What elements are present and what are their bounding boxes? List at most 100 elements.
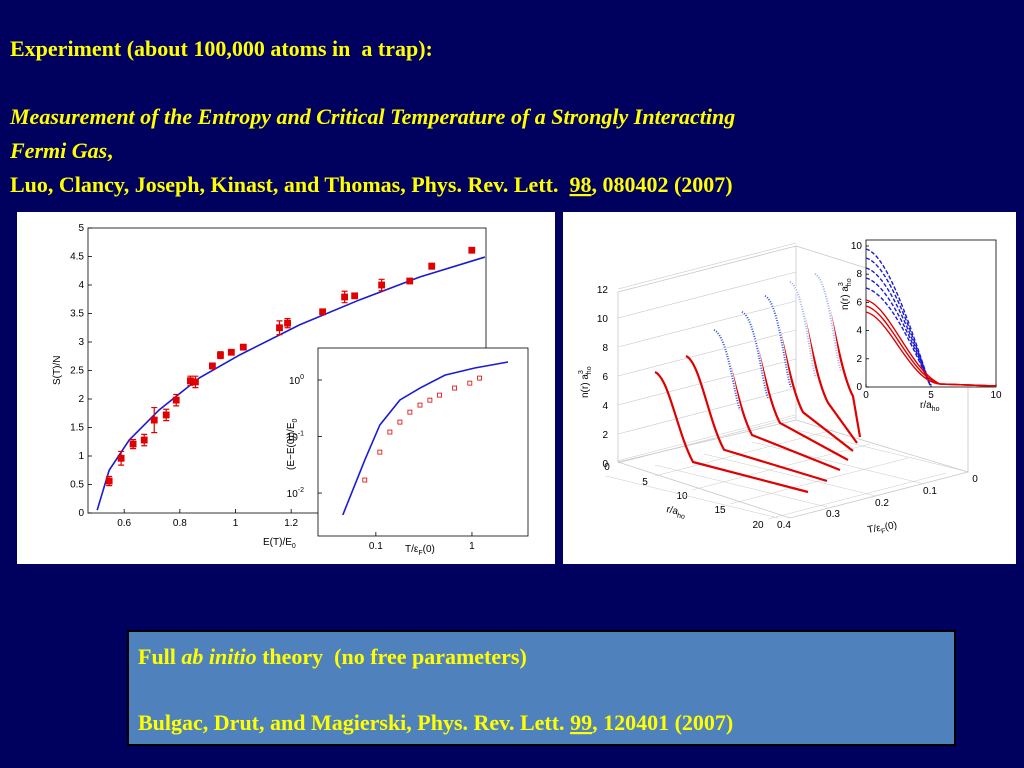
t-tick xyxy=(703,453,877,497)
z-axis-label-sup: 3 xyxy=(578,370,585,374)
y-tick-exponent: -1 xyxy=(298,431,304,438)
data-point xyxy=(427,397,433,403)
data-point xyxy=(192,378,199,386)
data-point xyxy=(227,348,235,356)
inset-hot-curve xyxy=(865,257,931,386)
t-tick-label: 0.2 xyxy=(875,498,889,509)
inset-x-tick-label: 5 xyxy=(928,390,934,401)
y-axis-label: S(T)/N xyxy=(52,356,63,385)
x-axis-label: E(T)/E0 xyxy=(263,537,296,550)
t-tick-label: 0.1 xyxy=(923,486,937,497)
theory-citation: Bulgac, Drut, and Magierski, Phys. Rev. … xyxy=(138,710,733,735)
x-axis-label-sub: 0 xyxy=(292,543,296,550)
inset-y-tick-label: 4 xyxy=(856,326,862,337)
theory-line xyxy=(342,361,509,516)
data-point xyxy=(378,281,386,289)
inset-x-axis-label-text: T/ε xyxy=(405,544,419,555)
y-tick-base: 10 xyxy=(287,489,299,500)
data-point xyxy=(217,351,224,359)
data-point xyxy=(140,436,148,444)
profile-curve xyxy=(685,354,828,483)
t-axis-label-text: T/ε xyxy=(867,523,883,536)
full: Full xyxy=(138,644,181,669)
y-tick-label: 1.5 xyxy=(70,423,84,434)
y-tick-label: 3 xyxy=(78,337,84,348)
z-grid-line xyxy=(617,300,797,348)
z-grid-line xyxy=(617,242,797,290)
comma: , xyxy=(107,138,113,163)
data-point xyxy=(407,409,413,415)
r-tick xyxy=(729,457,909,505)
data-point xyxy=(351,292,359,300)
z-tick-label: 4 xyxy=(602,401,608,412)
t-tick xyxy=(605,475,779,519)
x-tick-label: 1 xyxy=(469,541,475,552)
x-tick-label: 0.8 xyxy=(173,518,187,529)
data-point xyxy=(377,449,383,455)
data-point xyxy=(452,385,458,391)
t-axis-label-after: (0) xyxy=(884,520,898,533)
x-tick-label: 0.1 xyxy=(369,541,383,552)
t-axis-label-sub: F xyxy=(881,528,886,536)
z-tick-label: 6 xyxy=(602,372,608,383)
y-tick-label: 2 xyxy=(78,394,84,405)
plot-area xyxy=(317,347,529,537)
z-tick-label: 2 xyxy=(602,430,608,441)
axis-frame xyxy=(617,461,969,519)
z-grid-line xyxy=(617,271,797,319)
z-tick-label: 0 xyxy=(602,459,608,470)
theory-box xyxy=(127,630,956,746)
inset-area xyxy=(865,239,997,388)
data-point xyxy=(209,362,216,370)
x-axis-label-text: E(T)/E xyxy=(263,537,292,548)
inset-x-axis-label: T/εF(0) xyxy=(405,544,435,557)
profile-curve-hot xyxy=(814,272,843,372)
y-tick-label: 10-1 xyxy=(287,431,304,444)
t-tick xyxy=(751,441,925,485)
profile-curve-hot xyxy=(789,281,817,379)
authors: Luo, Clancy, Joseph, Kinast, and Thomas,… xyxy=(10,172,569,197)
r-tick-label: 10 xyxy=(676,491,688,502)
y-tick-label: 4 xyxy=(78,280,84,291)
z-axis-label-sub: ho xyxy=(586,366,593,374)
inset-y-label-sup: 3 xyxy=(838,282,845,286)
x-tick-label: 0.6 xyxy=(117,518,131,529)
y-tick-label: 2.5 xyxy=(70,366,84,377)
volume: 99 xyxy=(570,710,592,735)
y-tick-label: 1 xyxy=(78,451,84,462)
y-tick-label: 10-2 xyxy=(287,487,304,500)
z-tick-label: 10 xyxy=(597,314,609,325)
data-point xyxy=(362,477,368,483)
y-tick-base: 10 xyxy=(289,376,301,387)
left-figure: 0.6 0.8 1 1.200.511.522.533.544.55E(T)/E0S(… xyxy=(52,223,529,557)
data-point xyxy=(162,411,170,419)
theory-text: theory (no free parameters) xyxy=(257,644,527,669)
inset-x-label-text: r/a xyxy=(920,400,932,411)
y-tick-exponent: 0 xyxy=(300,374,304,381)
inset-x-label: r/aho xyxy=(920,400,940,413)
r-axis-label: r/aho xyxy=(665,504,687,521)
citation-rest: , 080402 (2007) xyxy=(591,172,732,197)
data-point xyxy=(341,293,349,301)
citation-rest: , 120401 (2007) xyxy=(592,710,733,735)
inset-y-tick-label: 10 xyxy=(851,241,863,252)
inset-cold-curve xyxy=(865,311,997,387)
inset-y-axis-label: (E−E(0))/E0 xyxy=(286,418,299,470)
z-grid-line xyxy=(617,416,797,464)
t-tick-label: 0.3 xyxy=(826,509,840,520)
y-tick-label: 5 xyxy=(78,223,84,234)
inset-hot-curve xyxy=(865,287,931,386)
data-point xyxy=(467,380,473,386)
t-tick xyxy=(654,464,828,508)
data-point xyxy=(428,262,436,270)
inset-cold-curve xyxy=(865,299,997,387)
t-tick-label: 0 xyxy=(972,474,978,485)
paper-title-end: Fermi Gas, xyxy=(9,138,113,163)
inset-x-tick-label: 0 xyxy=(863,390,869,401)
data-point xyxy=(468,246,476,254)
profile-curve xyxy=(654,370,809,494)
inset-y-tick-label: 2 xyxy=(856,354,862,365)
inset-y-tick-label: 0 xyxy=(856,382,862,393)
